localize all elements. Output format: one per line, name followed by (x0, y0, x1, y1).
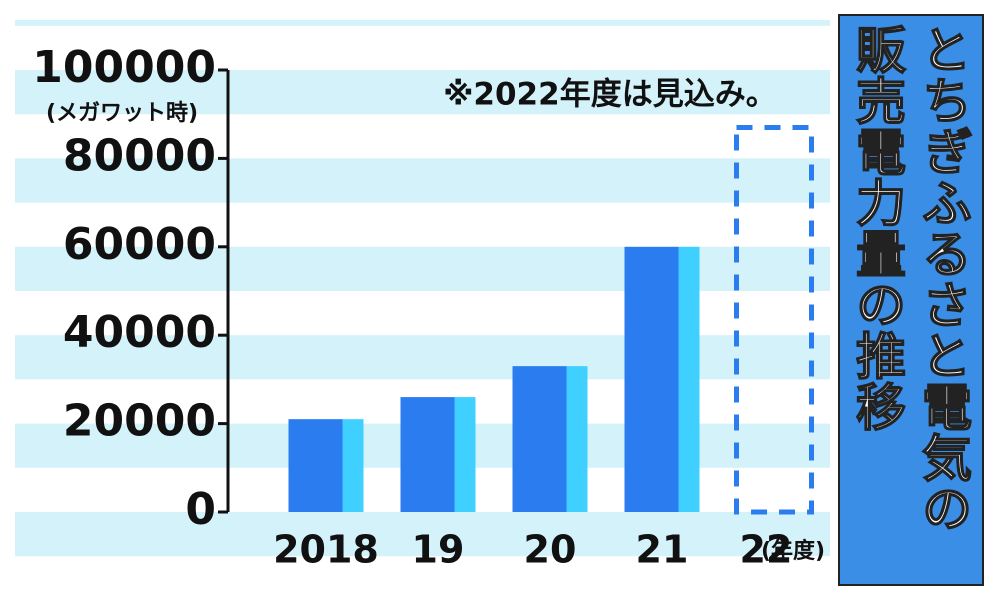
bar-estimate (734, 124, 814, 515)
bar-front (400, 397, 455, 512)
bar-side (454, 397, 476, 512)
stripe (15, 20, 830, 26)
y-tick-label: 40000 (63, 307, 216, 358)
bar (624, 246, 700, 513)
x-tick-label: 21 (636, 528, 689, 572)
bar-side (342, 419, 364, 512)
y-tick-label: 0 (185, 484, 216, 535)
x-tick-label: 2018 (273, 528, 379, 572)
bar (400, 397, 476, 512)
bar-front (512, 366, 567, 512)
y-tick-label: 60000 (63, 219, 216, 270)
y-tick-label: 100000 (32, 42, 216, 93)
bar (288, 419, 364, 512)
stripe (15, 70, 830, 115)
stripe (15, 158, 830, 203)
bar-front (288, 419, 343, 512)
chart-title: とちぎふるさと電気の販売電力量の推移 (838, 14, 984, 586)
bar-side (566, 366, 588, 512)
y-tick-label: 80000 (63, 130, 216, 181)
x-unit: (年度) (761, 538, 825, 564)
y-unit: (メガワット時) (46, 101, 198, 126)
x-tick-label: 22 (740, 528, 793, 572)
bar-side (678, 246, 700, 513)
bar (512, 366, 588, 512)
x-tick-label: 19 (412, 528, 465, 572)
stripe (15, 512, 830, 557)
bar-front (624, 246, 679, 513)
note: ※2022年度は見込み。 (443, 77, 776, 113)
x-tick-label: 20 (524, 528, 577, 572)
y-tick-label: 20000 (63, 396, 216, 447)
